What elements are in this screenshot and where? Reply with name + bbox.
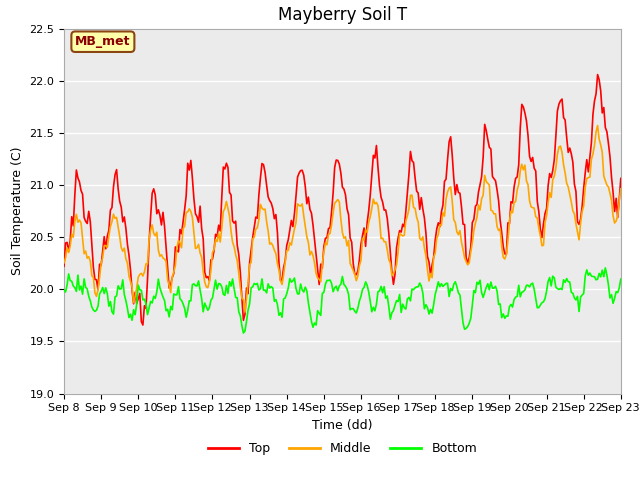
Y-axis label: Soil Temperature (C): Soil Temperature (C) xyxy=(11,147,24,276)
Text: MB_met: MB_met xyxy=(75,35,131,48)
X-axis label: Time (dd): Time (dd) xyxy=(312,419,372,432)
Legend: Top, Middle, Bottom: Top, Middle, Bottom xyxy=(203,437,482,460)
Title: Mayberry Soil T: Mayberry Soil T xyxy=(278,6,407,24)
